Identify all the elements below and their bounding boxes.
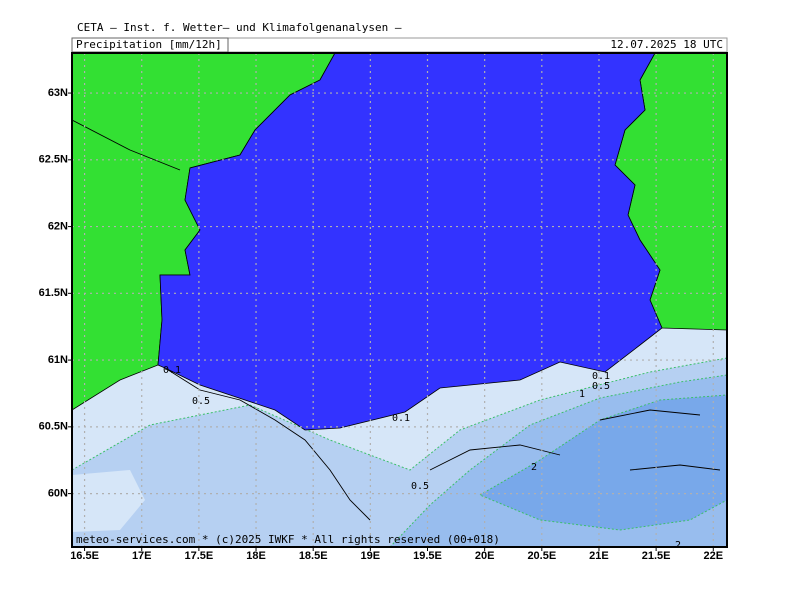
lon-tick-label: 21.5E [642,550,671,562]
contour-label: 0.5 [192,396,210,407]
contour-label: 0.5 [592,381,610,392]
lon-tick-label: 20E [475,550,495,562]
frame [71,52,728,548]
lon-tick-label: 21E [589,550,609,562]
lon-tick-label: 17E [132,550,152,562]
zone-01-patch [72,470,145,532]
contour-label: 0.1 [392,413,410,424]
lat-tick-label: 62N [48,220,68,232]
lon-tick-label: 22E [703,550,723,562]
lon-tick-label: 17.5E [185,550,214,562]
zone-2 [478,394,727,531]
lon-tick-label: 16.5E [70,550,99,562]
map-area [72,53,727,547]
contour-label: 0.1 [592,371,610,382]
contour-label: 0.1 [163,365,181,376]
lon-tick-label: 18.5E [299,550,328,562]
contour-label: 2 [675,540,681,551]
lon-tick-label: 18E [246,550,266,562]
time-label: 12.07.2025 18 UTC [610,38,723,51]
lon-tick-label: 19E [361,550,381,562]
lat-tick-label: 60.5N [39,421,68,433]
lat-tick-label: 61N [48,354,68,366]
field-label: Precipitation [mm/12h] [76,38,222,51]
contour-label: 2 [531,462,537,473]
lat-tick-label: 60N [48,488,68,500]
title: CETA — Inst. f. Wetter— und Klimafolgena… [77,21,402,34]
sea [157,53,663,431]
lon-tick-label: 20.5E [527,550,556,562]
lat-tick-label: 63N [48,87,68,99]
lon-tick-label: 19.5E [413,550,442,562]
contour-label: 1 [579,389,585,400]
coastline [72,119,721,521]
lat-tick-label: 61.5N [39,287,68,299]
contour-label: 0.5 [411,481,429,492]
footer: meteo-services.com * (c)2025 IWKF * All … [76,533,500,546]
grid [72,53,727,547]
lat-tick-label: 62.5N [39,154,68,166]
